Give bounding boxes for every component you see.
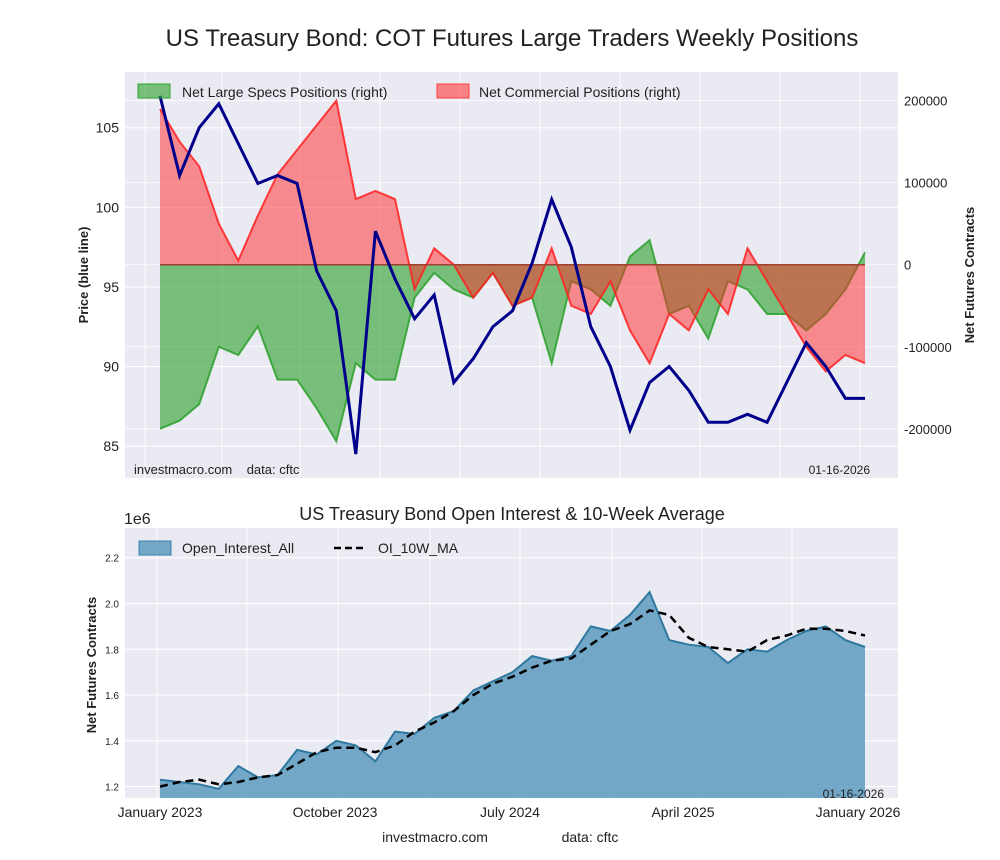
legend-label-oi: Open_Interest_All: [182, 540, 294, 556]
legend-label-specs: Net Large Specs Positions (right): [182, 84, 387, 100]
right-y-tick-label: -100000: [904, 340, 952, 355]
x-tick-label: January 2023: [118, 804, 203, 820]
footer-site: investmacro.com: [382, 829, 488, 845]
y-tick-label: 1.4: [105, 737, 119, 748]
top-legend: Net Large Specs Positions (right) Net Co…: [137, 83, 681, 100]
y-tick-label: 1.6: [105, 691, 119, 702]
bottom-date-note: 01-16-2026: [823, 787, 885, 801]
legend-label-ma: OI_10W_MA: [378, 540, 459, 556]
left-y-tick-label: 105: [96, 120, 120, 136]
bottom-chart-title: US Treasury Bond Open Interest & 10-Week…: [299, 504, 725, 524]
top-source-note: investmacro.com data: cftc: [134, 462, 300, 477]
y-tick-label: 1.2: [105, 783, 119, 794]
y-tick-label: 1.8: [105, 645, 119, 656]
top-ylabel-right: Net Futures Contracts: [962, 207, 977, 344]
top-chart-title: US Treasury Bond: COT Futures Large Trad…: [166, 25, 859, 52]
left-y-tick-label: 95: [103, 279, 119, 295]
right-y-tick-label: 100000: [904, 176, 947, 191]
y-tick-label: 2.0: [105, 600, 119, 611]
top-ylabel-left: Price (blue line): [76, 227, 91, 324]
y-tick-label: 2.2: [105, 554, 119, 565]
right-y-tick-label: 0: [904, 258, 911, 273]
right-y-tick-label: -200000: [904, 422, 952, 437]
left-y-tick-label: 100: [96, 199, 120, 215]
footer-data: data: cftc: [562, 829, 619, 845]
commercial-area: [160, 100, 865, 372]
left-y-tick-label: 90: [103, 359, 119, 375]
right-y-tick-label: 200000: [904, 94, 947, 109]
bottom-legend: Open_Interest_All OI_10W_MA: [138, 540, 459, 556]
left-y-tick-label: 85: [103, 438, 119, 454]
x-tick-label: July 2024: [480, 804, 540, 820]
bottom-offset-label: 1e6: [124, 511, 151, 528]
top-date-note: 01-16-2026: [809, 463, 871, 477]
bottom-ylabel: Net Futures Contracts: [84, 597, 99, 734]
legend-swatch-specs: [137, 83, 171, 99]
legend-swatch-commercial: [436, 83, 470, 99]
x-tick-label: October 2023: [293, 804, 378, 820]
x-tick-label: January 2026: [816, 804, 901, 820]
legend-swatch-oi: [138, 540, 172, 556]
price-line: [158, 95, 865, 455]
legend-label-commercial: Net Commercial Positions (right): [479, 84, 681, 100]
x-tick-label: April 2025: [651, 804, 714, 820]
moving-average-line: [159, 609, 866, 788]
